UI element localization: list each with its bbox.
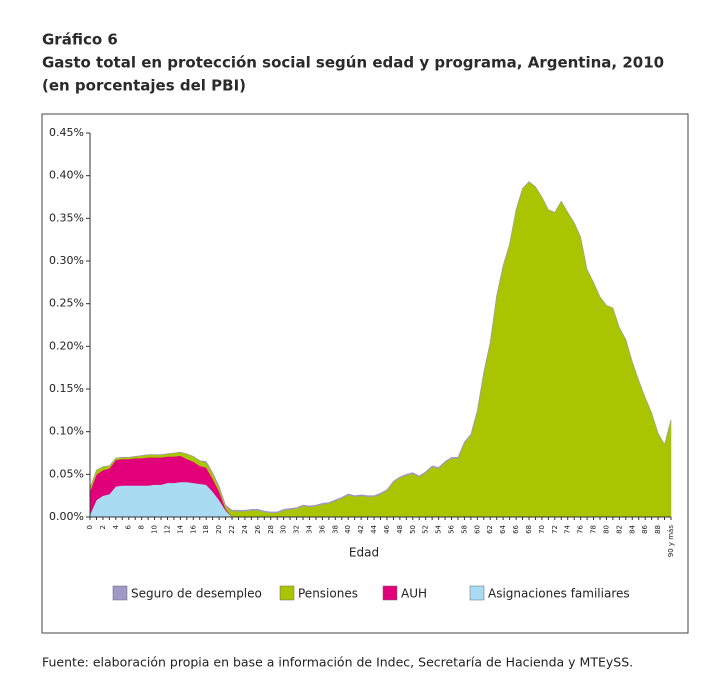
x-tick-label: 48 bbox=[396, 525, 404, 534]
area bbox=[89, 181, 672, 514]
x-tick-label: 38 bbox=[331, 525, 339, 534]
x-tick-label: 26 bbox=[254, 524, 262, 533]
x-tick-label: 84 bbox=[628, 524, 636, 533]
y-tick-label: 0.45% bbox=[49, 126, 84, 139]
x-tick-label: 46 bbox=[383, 524, 391, 533]
x-tick-label: 86 bbox=[641, 524, 649, 533]
x-tick-label: 32 bbox=[293, 525, 301, 534]
x-tick-label: 22 bbox=[228, 525, 236, 534]
x-tick-label: 30 bbox=[280, 525, 288, 534]
legend-swatch bbox=[279, 585, 295, 601]
x-tick-label: 52 bbox=[422, 525, 430, 534]
y-tick-label: 0.35% bbox=[49, 211, 84, 224]
x-tick-label: 40 bbox=[344, 525, 352, 534]
x-tick-label: 64 bbox=[499, 524, 507, 533]
y-tick-label: 0.30% bbox=[49, 254, 84, 267]
x-tick-label: 36 bbox=[318, 524, 326, 533]
chart-frame bbox=[41, 113, 689, 634]
x-tick-label: 2 bbox=[99, 525, 107, 529]
x-tick-label: 50 bbox=[409, 525, 417, 534]
chart-subtitle: (en porcentajes del PBI) bbox=[42, 77, 246, 95]
x-tick-label: 68 bbox=[525, 525, 533, 534]
y-tick-label: 0.40% bbox=[49, 169, 84, 182]
x-tick-label: 72 bbox=[551, 525, 559, 534]
x-tick-label: 62 bbox=[486, 525, 494, 534]
source-note: Fuente: elaboración propia en base a inf… bbox=[42, 655, 633, 670]
x-tick-label: 10 bbox=[151, 525, 159, 534]
x-tick-label: 80 bbox=[602, 525, 610, 534]
y-tick-label: 0.05% bbox=[49, 467, 84, 480]
x-tick-label: 58 bbox=[460, 525, 468, 534]
y-tick-label: 0.00% bbox=[49, 510, 84, 523]
legend-swatch bbox=[469, 585, 485, 601]
x-tick-label: 54 bbox=[435, 524, 443, 533]
x-tick-label: 88 bbox=[654, 525, 662, 534]
chart-title: Gráfico 6 bbox=[42, 31, 118, 49]
x-tick-label: 24 bbox=[241, 524, 249, 533]
legend-label: AUH bbox=[401, 587, 427, 601]
x-tick-label: 34 bbox=[305, 524, 313, 533]
y-tick-label: 0.15% bbox=[49, 382, 84, 395]
chart-title: Gasto total en protección social según e… bbox=[42, 54, 664, 72]
legend-swatch bbox=[382, 585, 398, 601]
x-tick-label: 28 bbox=[267, 525, 275, 534]
x-tick-label: 16 bbox=[189, 524, 197, 533]
legend-label: Seguro de desempleo bbox=[131, 587, 262, 601]
x-tick-label: 56 bbox=[448, 524, 456, 533]
x-tick-label: 66 bbox=[512, 524, 520, 533]
y-tick-label: 0.25% bbox=[49, 297, 84, 310]
x-tick-label: 8 bbox=[138, 525, 146, 529]
x-tick-label: 70 bbox=[538, 525, 546, 534]
x-tick-label: 4 bbox=[112, 524, 120, 529]
legend-swatch bbox=[112, 585, 128, 601]
x-tick-label: 12 bbox=[163, 525, 171, 534]
x-tick-label: 42 bbox=[357, 525, 365, 534]
x-tick-label: 90 y más bbox=[667, 525, 675, 558]
x-tick-label: 78 bbox=[590, 525, 598, 534]
x-tick-label: 14 bbox=[176, 524, 184, 533]
legend-label: Pensiones bbox=[298, 587, 358, 601]
x-tick-label: 18 bbox=[202, 525, 210, 534]
y-tick-label: 0.10% bbox=[49, 425, 84, 438]
x-tick-label: 44 bbox=[370, 524, 378, 533]
legend-label: Asignaciones familiares bbox=[488, 587, 630, 601]
y-tick-label: 0.20% bbox=[49, 339, 84, 352]
x-tick-label: 74 bbox=[564, 524, 572, 533]
x-tick-label: 20 bbox=[215, 525, 223, 534]
x-tick-label: 0 bbox=[86, 525, 94, 529]
x-tick-label: 82 bbox=[615, 525, 623, 534]
x-tick-label: 6 bbox=[125, 524, 133, 529]
x-tick-label: 76 bbox=[577, 524, 585, 533]
x-tick-label: 60 bbox=[473, 525, 481, 534]
x-axis-label: Edad bbox=[349, 546, 379, 560]
